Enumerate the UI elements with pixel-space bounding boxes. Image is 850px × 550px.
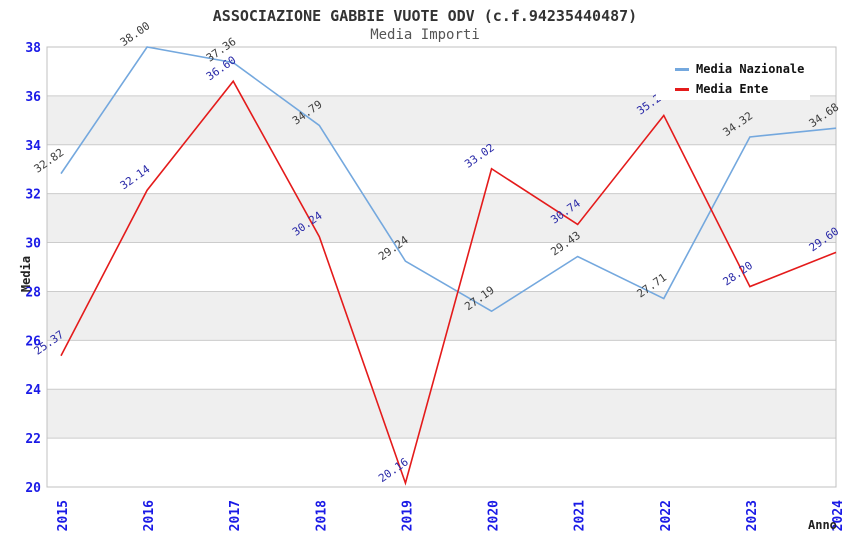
svg-text:22: 22 — [25, 432, 41, 447]
svg-text:32: 32 — [25, 188, 41, 203]
chart-title: ASSOCIAZIONE GABBIE VUOTE ODV (c.f.94235… — [212, 7, 638, 25]
svg-text:24: 24 — [25, 383, 41, 398]
line-swatch-icon — [675, 67, 689, 71]
legend-label: Media Nazionale — [696, 62, 805, 76]
svg-text:2017: 2017 — [228, 500, 243, 531]
line-swatch-icon — [675, 87, 689, 91]
svg-text:26: 26 — [25, 334, 41, 349]
svg-text:2016: 2016 — [142, 500, 157, 531]
svg-text:32.14: 32.14 — [118, 162, 153, 192]
legend-label: Media Ente — [696, 82, 769, 96]
svg-text:2021: 2021 — [573, 500, 588, 531]
svg-text:38: 38 — [25, 41, 41, 56]
y-axis-title: Media — [19, 255, 34, 293]
svg-text:2024: 2024 — [831, 500, 846, 531]
x-axis-title: Anno — [808, 518, 837, 532]
chart-subtitle: Media Importi — [370, 27, 480, 43]
legend-item-media-ente: Media Ente — [675, 79, 810, 99]
legend-item-media-nazionale: Media Nazionale — [675, 59, 810, 79]
svg-text:33.02: 33.02 — [462, 141, 497, 171]
svg-text:38.00: 38.00 — [118, 19, 153, 49]
svg-text:2020: 2020 — [487, 500, 502, 531]
svg-text:20: 20 — [25, 481, 41, 496]
svg-text:28: 28 — [25, 285, 41, 300]
svg-text:34: 34 — [25, 139, 41, 154]
legend: Media Nazionale Media Ente — [656, 50, 810, 100]
svg-text:30: 30 — [25, 237, 41, 252]
svg-text:2019: 2019 — [400, 500, 415, 531]
svg-text:2018: 2018 — [314, 500, 329, 531]
svg-text:36: 36 — [25, 90, 41, 105]
svg-text:2022: 2022 — [659, 500, 674, 531]
svg-text:2023: 2023 — [745, 500, 760, 531]
svg-text:2015: 2015 — [56, 500, 71, 531]
